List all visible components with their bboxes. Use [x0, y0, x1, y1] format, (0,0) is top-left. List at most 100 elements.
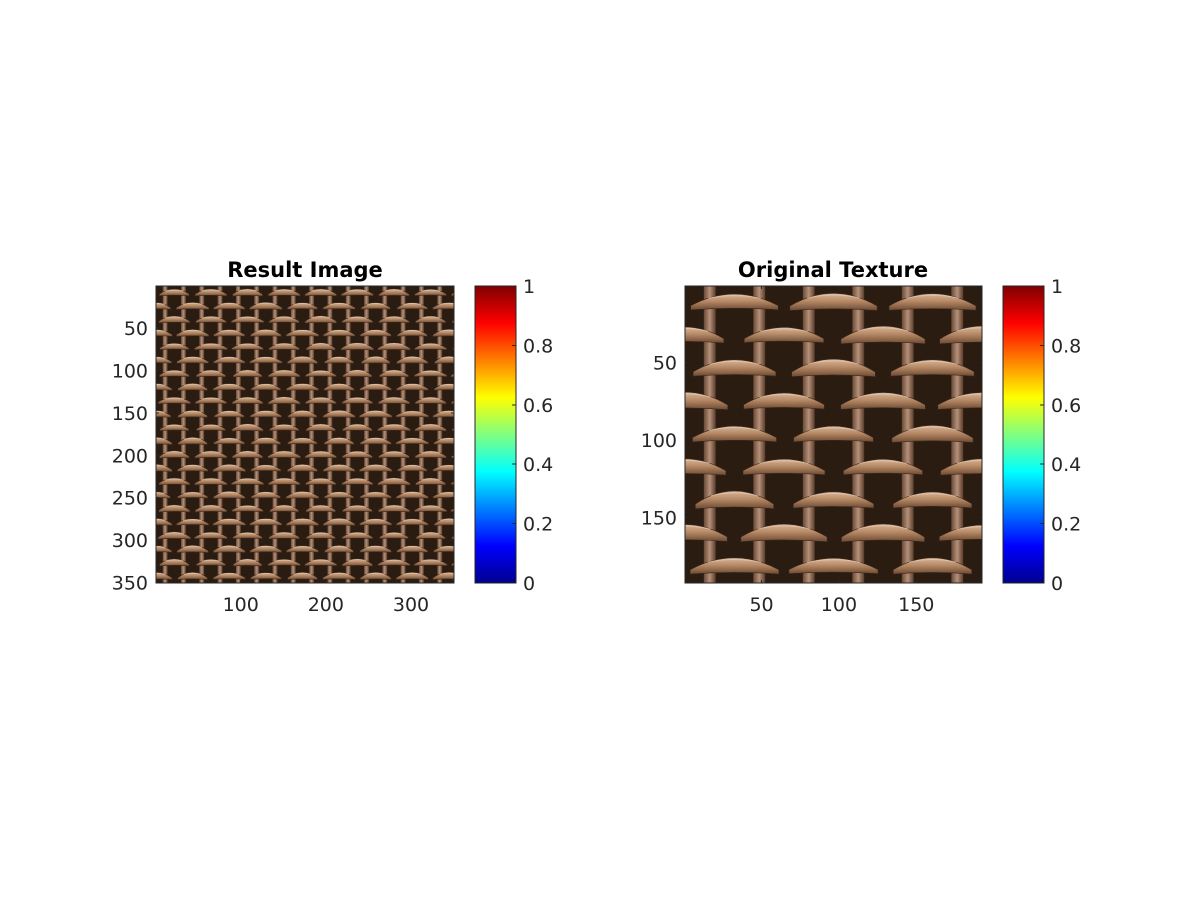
texture-slat-highlight	[293, 302, 312, 305]
texture-slat-highlight	[274, 289, 294, 292]
y-tick-label: 50	[124, 318, 148, 340]
texture-slat-highlight	[311, 478, 330, 481]
texture-slat-highlight	[760, 328, 808, 332]
texture-slat-highlight	[908, 558, 957, 563]
texture-slat-highlight	[274, 478, 294, 481]
texture-slat-highlight	[759, 394, 809, 398]
colorbar-tick-label: 0.8	[1051, 335, 1081, 357]
texture-slat-highlight	[275, 505, 293, 508]
texture-slat-highlight	[183, 492, 202, 495]
texture-slat-highlight	[311, 370, 331, 373]
texture-slat-highlight	[183, 545, 203, 548]
texture-slat	[743, 392, 825, 410]
texture-slat-highlight	[366, 492, 386, 495]
texture-slat-highlight	[347, 478, 367, 481]
texture-slat-highlight	[256, 518, 276, 521]
texture-rod	[1050, 286, 1062, 583]
texture-slat-highlight	[219, 356, 239, 359]
texture-slat-highlight	[275, 424, 294, 427]
texture-slat-highlight	[165, 370, 184, 373]
texture-slat-highlight	[329, 464, 349, 467]
texture-slat	[156, 518, 173, 526]
texture-slat	[450, 400, 454, 405]
texture-slat-highlight	[908, 426, 957, 431]
texture-rod	[309, 286, 315, 583]
x-tick-label: 100	[821, 594, 857, 616]
texture-slat-highlight	[128, 398, 147, 399]
texture-slat-highlight	[237, 478, 258, 481]
texture-slat-highlight	[293, 410, 312, 413]
texture-slat-highlight	[183, 464, 202, 467]
texture-slat-highlight	[156, 464, 166, 467]
texture-slat-highlight	[219, 518, 240, 521]
texture-slat	[156, 302, 171, 310]
texture-slat-highlight	[311, 532, 330, 535]
texture-slat-highlight	[458, 317, 476, 318]
texture-slat-highlight	[806, 559, 861, 563]
texture-slat-highlight	[611, 493, 660, 496]
texture-slat-highlight	[255, 356, 276, 359]
texture-slat	[690, 293, 779, 311]
original-texture-ticks: 50 100 150 50 100 150	[641, 286, 982, 616]
texture-slat	[593, 294, 679, 310]
texture-slat	[793, 425, 874, 443]
texture-slat	[156, 383, 173, 391]
texture-slat-highlight	[201, 316, 221, 319]
texture-slat-highlight	[366, 545, 386, 548]
texture-rod	[272, 286, 278, 583]
texture-slat	[891, 425, 974, 443]
texture-slat-highlight	[129, 344, 146, 345]
texture-slat	[888, 293, 977, 311]
texture-slat	[123, 289, 152, 296]
texture-slat	[451, 292, 454, 297]
texture-slat-highlight	[709, 360, 760, 365]
texture-slat-highlight	[330, 545, 348, 548]
texture-slat	[792, 491, 875, 509]
texture-slat-highlight	[129, 290, 146, 291]
texture-slat-highlight	[256, 545, 276, 548]
texture-slat	[840, 392, 926, 410]
texture-slat-highlight	[164, 397, 185, 400]
texture-slat-highlight	[274, 451, 295, 454]
texture-slat	[791, 358, 876, 378]
texture-slat-highlight	[182, 302, 203, 305]
texture-slat-highlight	[439, 491, 454, 495]
texture-slat-highlight	[329, 383, 349, 386]
x-tick-label: 200	[308, 594, 344, 616]
texture-slat-highlight	[201, 289, 221, 292]
texture-slat-highlight	[457, 479, 476, 480]
texture-slat-highlight	[348, 316, 367, 319]
texture-slat-highlight	[402, 518, 422, 522]
texture-slat-highlight	[439, 572, 454, 575]
y-tick-label: 100	[641, 430, 677, 452]
texture-slat-highlight	[293, 572, 312, 575]
texture-rod	[345, 286, 351, 583]
texture-slat-highlight	[906, 294, 959, 299]
texture-slat-highlight	[384, 478, 404, 481]
colorbar-tick-label: 0.8	[523, 335, 553, 357]
texture-slat	[890, 359, 975, 377]
texture-rod	[290, 286, 296, 583]
texture-slat-highlight	[809, 427, 858, 431]
texture-slat-highlight	[365, 518, 386, 522]
texture-slat-highlight	[202, 559, 220, 562]
texture-slat-highlight	[256, 329, 276, 332]
texture-slat-highlight	[182, 329, 203, 332]
texture-slat-highlight	[311, 424, 330, 427]
texture-slat-highlight	[402, 545, 422, 548]
texture-slat	[692, 359, 777, 377]
result-colorbar-box	[474, 285, 517, 584]
texture-slat-highlight	[348, 397, 367, 400]
y-tick-label: 150	[112, 403, 148, 425]
texture-slat-highlight	[293, 356, 312, 359]
texture-slat-highlight	[329, 410, 349, 413]
texture-slat-highlight	[348, 451, 367, 454]
texture-slat-highlight	[956, 526, 982, 530]
y-tick-label: 50	[653, 353, 677, 375]
texture-slat-highlight	[459, 344, 476, 345]
x-tick-label: 150	[898, 594, 934, 616]
colorbar-tick-label: 0.6	[1051, 395, 1081, 417]
texture-slat	[789, 292, 878, 311]
texture-slat-highlight	[420, 559, 441, 562]
original-texture-panel: Original Texture 50 100 150 50 100 150 0 0.2 0.…	[593, 258, 1081, 616]
